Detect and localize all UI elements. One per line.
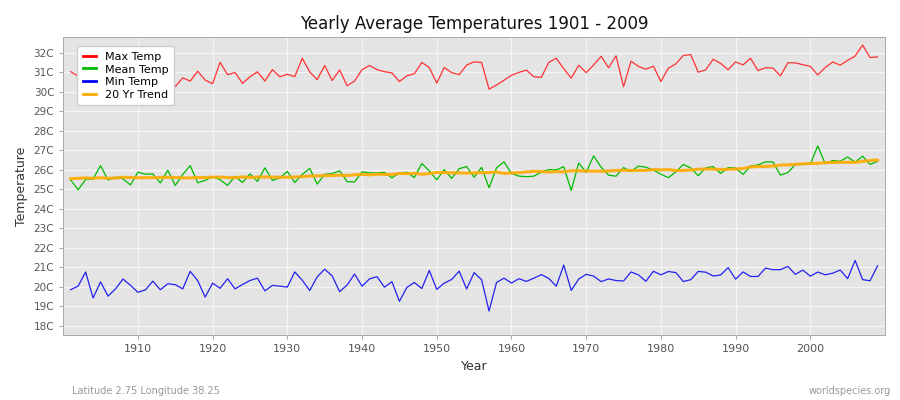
Title: Yearly Average Temperatures 1901 - 2009: Yearly Average Temperatures 1901 - 2009 [300,15,648,33]
X-axis label: Year: Year [461,360,488,373]
Y-axis label: Temperature: Temperature [15,147,28,226]
Text: Latitude 2.75 Longitude 38.25: Latitude 2.75 Longitude 38.25 [72,386,220,396]
Text: worldspecies.org: worldspecies.org [809,386,891,396]
Legend: Max Temp, Mean Temp, Min Temp, 20 Yr Trend: Max Temp, Mean Temp, Min Temp, 20 Yr Tre… [77,46,174,106]
